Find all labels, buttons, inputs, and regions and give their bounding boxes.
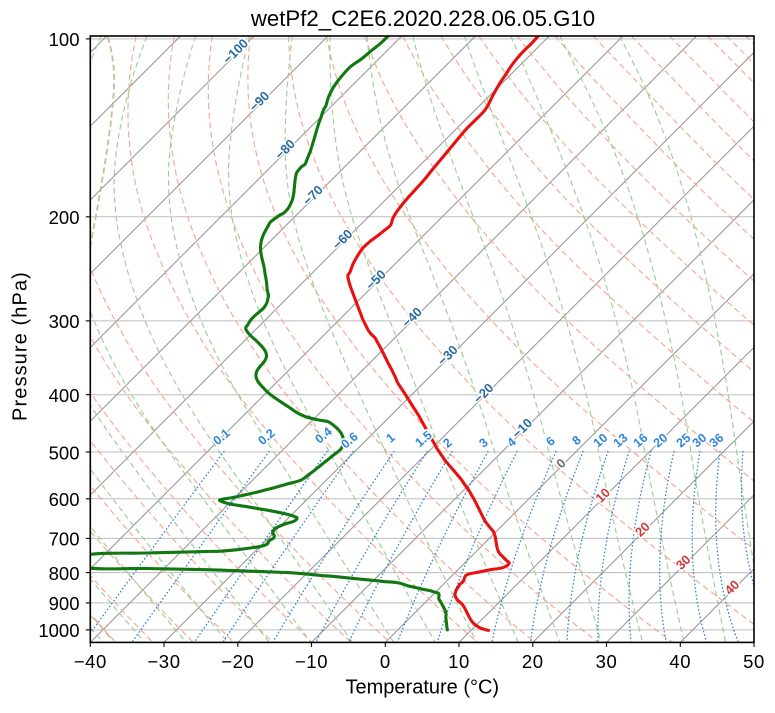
svg-text:10: 10: [448, 651, 470, 672]
svg-text:Pressure (hPa): Pressure (hPa): [10, 271, 32, 421]
svg-text:600: 600: [49, 489, 80, 510]
svg-text:300: 300: [49, 311, 80, 332]
svg-text:40: 40: [669, 651, 691, 672]
svg-text:50: 50: [743, 651, 765, 672]
svg-text:−40: −40: [74, 651, 107, 672]
svg-text:800: 800: [49, 563, 80, 584]
svg-text:700: 700: [49, 529, 80, 550]
svg-text:20: 20: [522, 651, 544, 672]
svg-text:0: 0: [380, 651, 391, 672]
svg-text:30: 30: [596, 651, 618, 672]
svg-text:Temperature (°C): Temperature (°C): [346, 677, 500, 699]
svg-text:200: 200: [49, 207, 80, 228]
svg-text:−10: −10: [295, 651, 328, 672]
svg-text:900: 900: [49, 593, 80, 614]
svg-text:1000: 1000: [38, 620, 79, 641]
svg-text:wetPf2_C2E6.2020.228.06.05.G10: wetPf2_C2E6.2020.228.06.05.G10: [250, 6, 595, 31]
svg-text:−20: −20: [221, 651, 254, 672]
svg-text:−30: −30: [147, 651, 180, 672]
svg-text:100: 100: [49, 29, 80, 50]
svg-text:400: 400: [49, 385, 80, 406]
svg-text:500: 500: [49, 442, 80, 463]
